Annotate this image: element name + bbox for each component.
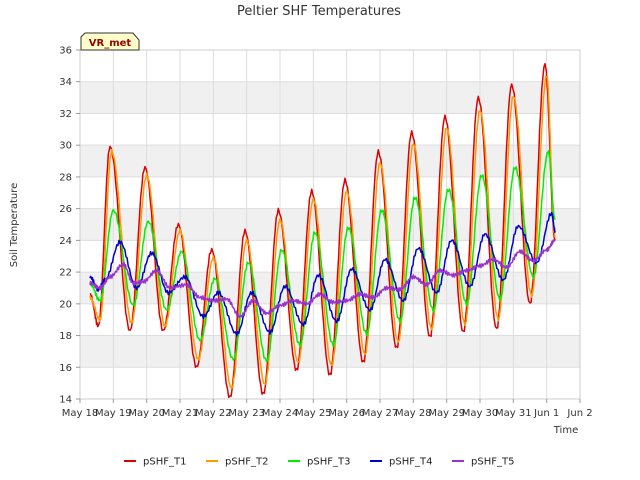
x-tick-label: May 20	[128, 408, 165, 419]
chart-title: Peltier SHF Temperatures	[237, 4, 401, 19]
y-tick-label: 28	[59, 172, 72, 183]
legend: pSHF_T1 pSHF_T2 pSHF_T3 pSHF_T4 pSHF_T5	[124, 457, 514, 468]
y-tick-label: 32	[59, 109, 72, 120]
legend-label: pSHF_T3	[307, 457, 350, 468]
y-tick-label: 16	[59, 363, 72, 374]
annotation-label: VR_met	[89, 38, 132, 49]
y-tick-label: 22	[59, 268, 72, 279]
y-tick-label: 18	[59, 331, 72, 342]
series-line-pSHF_T5	[89, 239, 556, 319]
x-tick-label: Jun 2	[566, 408, 592, 419]
background-band	[80, 145, 580, 177]
annotation-badge: VR_met	[80, 32, 140, 51]
x-tick-label: May 23	[228, 408, 265, 419]
series-line-pSHF_T3	[89, 149, 556, 363]
y-axis-title: Soil Temperature	[9, 183, 20, 268]
x-tick-label: May 19	[95, 408, 132, 419]
y-axis-ticks: 14 16 18 20 22 24 26 28 30 32 34 36	[59, 46, 80, 406]
y-tick-label: 24	[59, 236, 72, 247]
x-axis-title: Time	[553, 425, 578, 436]
background-band	[80, 208, 580, 241]
y-tick-label: 36	[59, 46, 72, 57]
background-band	[80, 81, 580, 114]
legend-label: pSHF_T1	[143, 457, 186, 468]
series-lines	[89, 62, 556, 399]
y-tick-label: 30	[59, 141, 72, 152]
legend-label: pSHF_T4	[389, 457, 432, 468]
x-tick-label: May 24	[262, 408, 299, 419]
x-tick-label: May 21	[162, 408, 199, 419]
x-tick-label: May 28	[395, 408, 432, 419]
y-tick-label: 26	[59, 204, 72, 215]
background-band	[80, 272, 580, 304]
series-line-pSHF_T4	[89, 211, 556, 337]
x-tick-label: May 18	[62, 408, 99, 419]
x-tick-label: May 29	[428, 408, 465, 419]
x-tick-label: May 26	[328, 408, 365, 419]
x-tick-label: May 30	[462, 408, 499, 419]
y-tick-label: 14	[59, 395, 72, 406]
legend-label: pSHF_T5	[471, 457, 514, 468]
x-tick-label: May 31	[495, 408, 532, 419]
annotation-box	[80, 32, 140, 51]
y-tick-label: 34	[59, 77, 72, 88]
legend-label: pSHF_T2	[225, 457, 268, 468]
plot-area	[79, 49, 581, 400]
x-tick-label: May 27	[362, 408, 399, 419]
x-tick-label: May 25	[295, 408, 332, 419]
y-tick-label: 20	[59, 299, 72, 310]
x-tick-label: Jun 1	[533, 408, 559, 419]
x-tick-label: May 22	[195, 408, 232, 419]
